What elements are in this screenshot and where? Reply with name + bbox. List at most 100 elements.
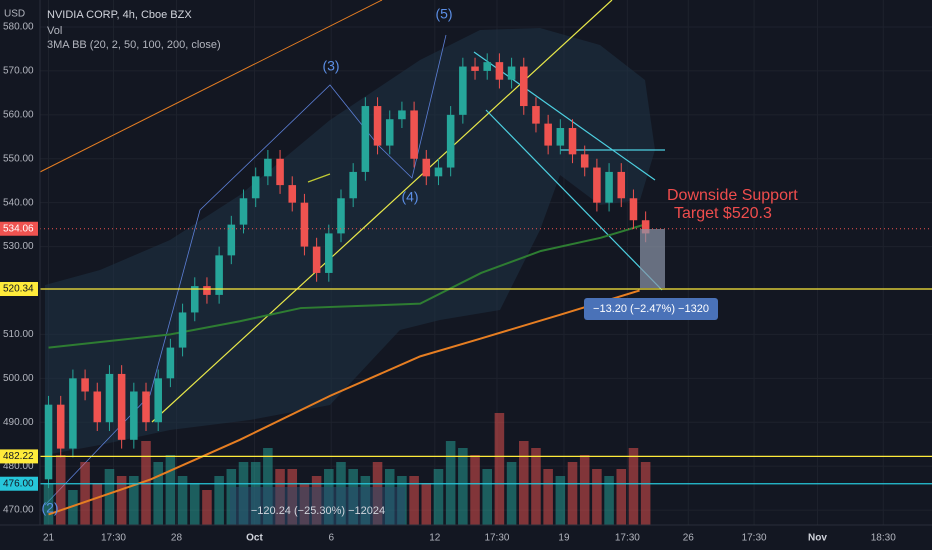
y-tick-label: 530.00 [3, 241, 34, 252]
candle-body [325, 233, 333, 273]
candle-body [605, 171, 613, 203]
candle-body [483, 62, 491, 71]
candle-body [349, 171, 357, 199]
volume-bar [543, 469, 553, 525]
volume-bar [153, 462, 163, 525]
price-axis [0, 0, 40, 525]
measure-label-box [584, 298, 718, 320]
x-tick-label: 17:30 [742, 533, 767, 544]
candle-body [398, 110, 406, 120]
y-tick-label: 510.00 [3, 329, 34, 340]
volume-bar [409, 476, 419, 525]
candle-body [434, 167, 443, 177]
volume-bar [506, 462, 517, 525]
volume-bar [177, 476, 188, 525]
candle-body [44, 404, 53, 480]
volume-bar [263, 448, 273, 525]
measure-range [640, 229, 665, 288]
trend-line [307, 173, 331, 183]
wave-label: (4) [401, 189, 418, 205]
volume-bar [640, 462, 651, 525]
candle-body [227, 224, 236, 256]
volume-bar [92, 483, 103, 525]
y-tick-label: 480.00 [3, 461, 34, 472]
volume-bar [433, 469, 444, 525]
currency: USD [4, 9, 25, 20]
candle-body [629, 198, 638, 221]
volume-bar [579, 455, 590, 525]
y-tick-label: 470.00 [3, 505, 34, 516]
volume-bar [555, 476, 566, 525]
volume-bar [214, 476, 224, 525]
candle-body [142, 391, 150, 423]
volume-bar [518, 441, 529, 525]
time-axis [0, 525, 932, 550]
volume-bar [141, 441, 151, 525]
last-price-label: 534.06 [3, 223, 34, 234]
volume-bar [116, 476, 127, 525]
measure-label: −120.24 (−25.30%) −12024 [251, 505, 385, 517]
volume-bar [68, 490, 78, 525]
volume-bar [592, 469, 602, 525]
volume-bar [470, 455, 480, 525]
candle-body [568, 128, 577, 155]
candle-body [519, 66, 528, 107]
indicator: Vol [47, 25, 62, 37]
x-tick-label: 6 [328, 533, 334, 544]
x-tick-label: Oct [246, 533, 263, 544]
price-label-box [0, 476, 38, 491]
wave-label: (5) [435, 6, 452, 22]
volume-bar [55, 455, 66, 525]
volume-bar [482, 469, 492, 525]
y-tick-label: 560.00 [3, 109, 34, 120]
candle-body [556, 128, 565, 146]
y-tick-label: 550.00 [3, 153, 34, 164]
moving-average [48, 223, 645, 349]
candle-body [495, 62, 504, 80]
volume-bar [531, 448, 541, 525]
x-tick-label: Nov [808, 533, 827, 544]
volume-bar [202, 490, 212, 525]
volume-bar [445, 441, 456, 525]
price-label-box [0, 282, 38, 297]
volume-bar [421, 483, 432, 525]
moving-average [48, 289, 640, 516]
x-tick-label: 26 [683, 533, 695, 544]
candle-body [264, 158, 272, 177]
candle-body [215, 255, 223, 295]
candle-body [178, 312, 187, 348]
candle-body [532, 106, 540, 124]
candle-body [105, 373, 114, 423]
y-tick-label: 580.00 [3, 22, 34, 33]
volume-bar [129, 476, 139, 525]
volume-bar [43, 483, 54, 525]
candle-body [544, 123, 552, 146]
wave-label: (3) [322, 58, 339, 74]
trend-line [39, 0, 383, 173]
x-tick-label: 17:30 [615, 533, 640, 544]
candle-body [641, 220, 650, 234]
candle-body [459, 66, 467, 115]
candle-body [288, 185, 297, 203]
candle-body [203, 286, 211, 295]
measure-range [230, 487, 405, 525]
wave-label: (2) [41, 500, 58, 516]
x-tick-label: 17:30 [484, 533, 509, 544]
candle-body [312, 246, 321, 273]
candle-body [130, 391, 138, 440]
x-tick-label: 21 [43, 533, 55, 544]
candle-body [593, 167, 601, 203]
volume-bar [616, 469, 627, 525]
x-tick-label: 18:30 [871, 533, 896, 544]
candle-body [251, 176, 260, 199]
annotation: Target $520.3 [674, 205, 772, 222]
candle-body [446, 114, 455, 168]
measure-label: −13.20 (−2.47%) −1320 [593, 303, 709, 315]
volume-bar [604, 476, 614, 525]
symbol: NVIDIA CORP, 4h, Cboe BZX [47, 9, 192, 21]
candle-body [422, 158, 431, 177]
price-label: 476.00 [3, 478, 34, 489]
y-tick-label: 570.00 [3, 66, 34, 77]
x-tick-label: 28 [171, 533, 183, 544]
